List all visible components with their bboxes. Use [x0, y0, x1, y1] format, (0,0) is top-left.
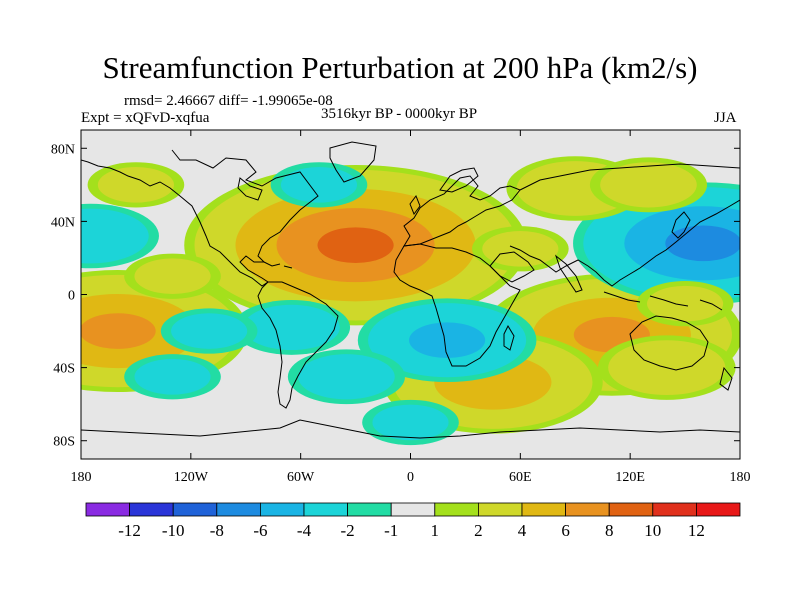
- coast-asia: [509, 163, 740, 287]
- x-tick-label: 120W: [174, 470, 209, 485]
- field-contour-region: [134, 358, 211, 395]
- field-contour-region: [81, 313, 156, 349]
- colorbar-label: -8: [210, 521, 224, 540]
- map-axes: 180 120W 60W 0 60E 120E 180 80N 40N 0 40S 80S: [51, 130, 751, 485]
- coast-japan: [671, 211, 691, 239]
- coast-britain: [409, 194, 421, 216]
- colorbar-swatch: [434, 502, 479, 517]
- field-contour-region: [409, 322, 486, 359]
- colorbar-swatch: [259, 502, 305, 517]
- coast-indonesia: [603, 291, 723, 311]
- coast-new-zealand: [719, 366, 733, 391]
- coast-africa: [393, 243, 521, 367]
- colorbar-swatch: [172, 502, 218, 517]
- x-tick-label: 60E: [509, 470, 532, 485]
- colorbar-label: 6: [561, 521, 570, 540]
- coast-antarctica: [81, 419, 740, 439]
- colorbar-swatch: [477, 502, 523, 517]
- x-tick-label: 60W: [287, 470, 315, 485]
- plot-title: Streamfunction Perturbation at 200 hPa (…: [102, 50, 698, 85]
- colorbar-swatch: [129, 502, 174, 517]
- colorbar-swatch: [303, 502, 348, 517]
- field-contour-region: [97, 167, 174, 203]
- colorbar-swatch: [696, 502, 741, 517]
- field-contour-region: [134, 258, 211, 295]
- experiment-label: Expt = xQFvD-xqfua: [81, 110, 210, 126]
- x-tick-label: 0: [407, 470, 414, 485]
- y-tick-label: 0: [68, 289, 75, 304]
- field-contour-region: [665, 225, 740, 262]
- coast-greenland: [329, 141, 377, 183]
- colorbar-swatch: [521, 502, 566, 517]
- colorbar-swatch: [608, 502, 654, 517]
- field-contour-region: [243, 304, 340, 351]
- field-contour-region: [482, 230, 559, 267]
- colorbar-label: 1: [431, 521, 440, 540]
- colorbar-swatch: [347, 502, 392, 517]
- coast-madagascar: [503, 324, 515, 351]
- field-contour-region: [600, 162, 697, 208]
- colorbar-label: 12: [688, 521, 705, 540]
- field-contour-region: [171, 313, 248, 349]
- coast-south-america: [257, 281, 339, 409]
- x-tick-label: 180: [71, 470, 92, 485]
- coast-india: [554, 254, 583, 293]
- colorbar-label: -6: [253, 521, 267, 540]
- field-contour-region: [298, 354, 395, 400]
- colorbar-swatch: [390, 502, 436, 517]
- stats-label: rmsd= 2.46667 diff= -1.99065e-08: [124, 93, 333, 109]
- season-label: JJA: [714, 110, 737, 126]
- colorbar-swatch: [216, 502, 261, 517]
- coast-scandinavia: [439, 167, 479, 193]
- coast-caribbean: [263, 261, 293, 269]
- colorbar-label: 2: [474, 521, 483, 540]
- colorbar-label: -2: [341, 521, 355, 540]
- colorbar-swatch: [85, 502, 130, 517]
- coast-arabia: [489, 251, 535, 283]
- coast-hudson: [237, 177, 263, 201]
- period-label: 3516kyr BP - 0000kyr BP: [321, 106, 478, 122]
- coast-australia: [629, 315, 709, 371]
- y-tick-label: 40N: [51, 215, 75, 230]
- coast-europe: [403, 175, 521, 247]
- colorbar-label: 8: [605, 521, 614, 540]
- colorbar-label: -10: [162, 521, 185, 540]
- coastlines: [81, 141, 740, 439]
- y-tick-label: 80N: [51, 142, 75, 157]
- field-contour-region: [647, 285, 724, 322]
- y-tick-label: 40S: [53, 362, 75, 377]
- streamfunction-field: [81, 130, 740, 459]
- colorbar-swatch: [652, 502, 697, 517]
- y-tick-label: 80S: [53, 435, 75, 450]
- colorbar-label: 10: [644, 521, 661, 540]
- x-tick-label: 180: [730, 470, 751, 485]
- coast-north-america: [81, 149, 319, 287]
- x-tick-label: 120E: [615, 470, 645, 485]
- colorbar-label: -12: [118, 521, 141, 540]
- colorbar: -12 -10 -8 -6 -4 -2 -1 1 2 4 6 8 10 12: [85, 502, 741, 540]
- colorbar-label: 4: [518, 521, 527, 540]
- field-contour-region: [81, 208, 149, 264]
- colorbar-swatch: [565, 502, 610, 517]
- field-contour-region: [280, 167, 358, 203]
- colorbar-label: -4: [297, 521, 312, 540]
- field-contour-region: [317, 227, 394, 263]
- field-contour-region: [372, 404, 449, 441]
- colorbar-label: -1: [384, 521, 398, 540]
